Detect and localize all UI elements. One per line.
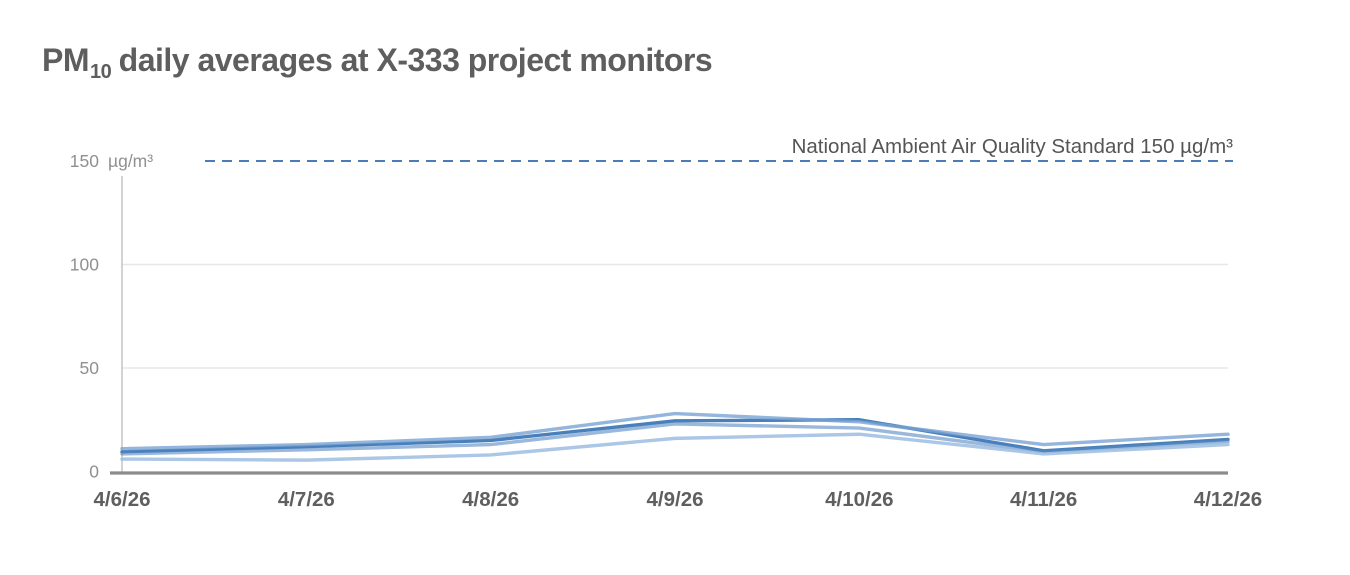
xtick-label-4-9-26: 4/9/26	[647, 488, 704, 511]
standard-line-label: National Ambient Air Quality Standard 15…	[792, 135, 1234, 158]
ytick-label-0: 0	[89, 462, 99, 482]
xtick-label-4-12-26: 4/12/26	[1194, 488, 1262, 511]
page-title: PM10 daily averages at X-333 project mon…	[42, 42, 713, 83]
data-line-series-2	[120, 422, 1230, 456]
title-subscript: 10	[90, 61, 112, 83]
xtick-label-4-7-26: 4/7/26	[278, 488, 335, 511]
y-unit-label: µg/m³	[108, 151, 153, 171]
xtick-label-4-10-26: 4/10/26	[825, 488, 893, 511]
title-rest: daily averages at X-333 project monitors	[110, 42, 713, 78]
data-line-series-4	[120, 432, 1230, 462]
xtick-label-4-6-26: 4/6/26	[94, 488, 151, 511]
ytick-label-100: 100	[70, 255, 99, 275]
data-line-series-3	[120, 411, 1230, 451]
xtick-label-4-8-26: 4/8/26	[462, 488, 519, 511]
title-pm: PM	[42, 42, 90, 78]
xtick-label-4-11-26: 4/11/26	[1010, 488, 1077, 511]
ytick-label-50: 50	[80, 358, 100, 378]
ytick-label-150: 150	[70, 151, 99, 171]
